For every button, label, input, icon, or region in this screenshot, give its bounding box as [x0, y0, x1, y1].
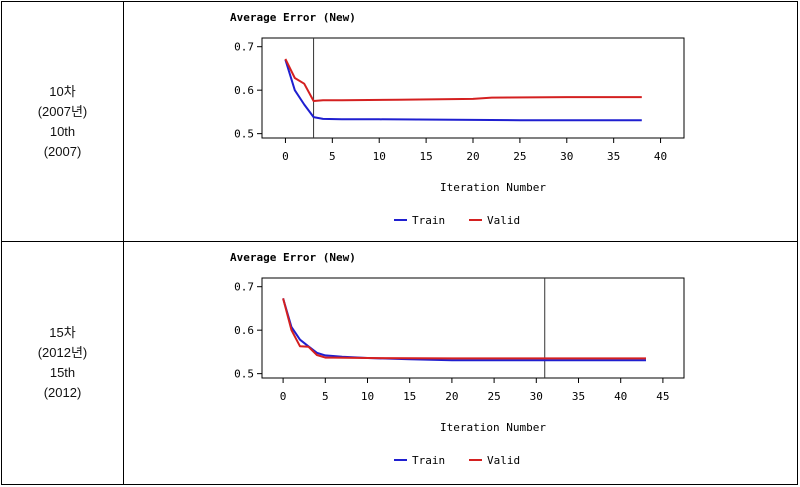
x-axis-label: Iteration Number: [440, 181, 546, 194]
x-tick-label: 40: [614, 390, 627, 403]
y-tick-label: 0.5: [234, 128, 254, 141]
chart-title: Average Error (New): [230, 11, 356, 24]
x-tick-label: 5: [329, 150, 336, 163]
x-axis-label: Iteration Number: [440, 421, 546, 434]
x-tick-label: 35: [607, 150, 620, 163]
chart-title: Average Error (New): [230, 251, 356, 264]
x-tick-label: 15: [403, 390, 416, 403]
chart-cell: Average Error (New) 0.5 0.6 0.7 0 5 10 15 20 25 30…: [123, 241, 798, 485]
year-label-en: (2012): [43, 385, 82, 401]
round-label-en: 15th: [49, 365, 76, 381]
average-error-chart-2007: Average Error (New) 0.5 0.6 0.7 0 5 10 15 20 25 30…: [230, 11, 685, 227]
round-label-en: 10th: [49, 123, 76, 139]
round-label: 10차: [49, 83, 76, 99]
y-tick-label: 0.7: [234, 281, 254, 294]
series-line-train: [282, 298, 646, 362]
x-tick-label: 35: [572, 390, 585, 403]
x-tick-label: 25: [487, 390, 500, 403]
x-tick-label: 10: [361, 390, 374, 403]
series-line-valid: [282, 298, 646, 360]
series-line-train: [284, 59, 642, 122]
x-tick-label: 15: [419, 150, 432, 163]
x-tick-label: 30: [560, 150, 573, 163]
chart-cell: Average Error (New) 0.5 0.6 0.7 0 5 10 15 20 25 30…: [123, 0, 798, 243]
x-tick-label: 40: [654, 150, 667, 163]
x-tick-label: 45: [656, 390, 669, 403]
y-tick-label: 0.6: [234, 325, 254, 338]
y-tick-label: 0.7: [234, 41, 254, 54]
average-error-chart-2012: Average Error (New) 0.5 0.6 0.7 0 5 10 15 20 25 30…: [230, 251, 685, 467]
plot-frame: [261, 37, 685, 139]
x-tick-label: 30: [530, 390, 543, 403]
y-tick-label: 0.6: [234, 84, 254, 97]
legend-label-train: Train: [412, 214, 445, 227]
y-tick-label: 0.5: [234, 368, 254, 381]
x-tick-label: 0: [282, 150, 289, 163]
row-label-cell: 15차 (2012년) 15th (2012): [1, 241, 124, 485]
legend-label-valid: Valid: [487, 454, 520, 467]
x-tick-label: 20: [445, 390, 458, 403]
year-label: (2012년): [37, 345, 88, 361]
year-label-en: (2007): [43, 143, 82, 159]
table-row: 10차 (2007년) 10th (2007) Average Error (N…: [1, 0, 798, 243]
series-line-valid: [284, 58, 642, 102]
x-tick-label: 20: [466, 150, 479, 163]
table-row: 15차 (2012년) 15th (2012) Average Error (N…: [1, 241, 798, 485]
x-tick-label: 25: [513, 150, 526, 163]
row-label-cell: 10차 (2007년) 10th (2007): [1, 0, 124, 243]
legend-label-train: Train: [412, 454, 445, 467]
plot-frame: [261, 277, 685, 379]
x-tick-label: 5: [322, 390, 329, 403]
round-label: 15차: [49, 325, 76, 341]
x-tick-label: 0: [280, 390, 287, 403]
legend-label-valid: Valid: [487, 214, 520, 227]
year-label: (2007년): [37, 103, 88, 119]
x-tick-label: 10: [373, 150, 386, 163]
